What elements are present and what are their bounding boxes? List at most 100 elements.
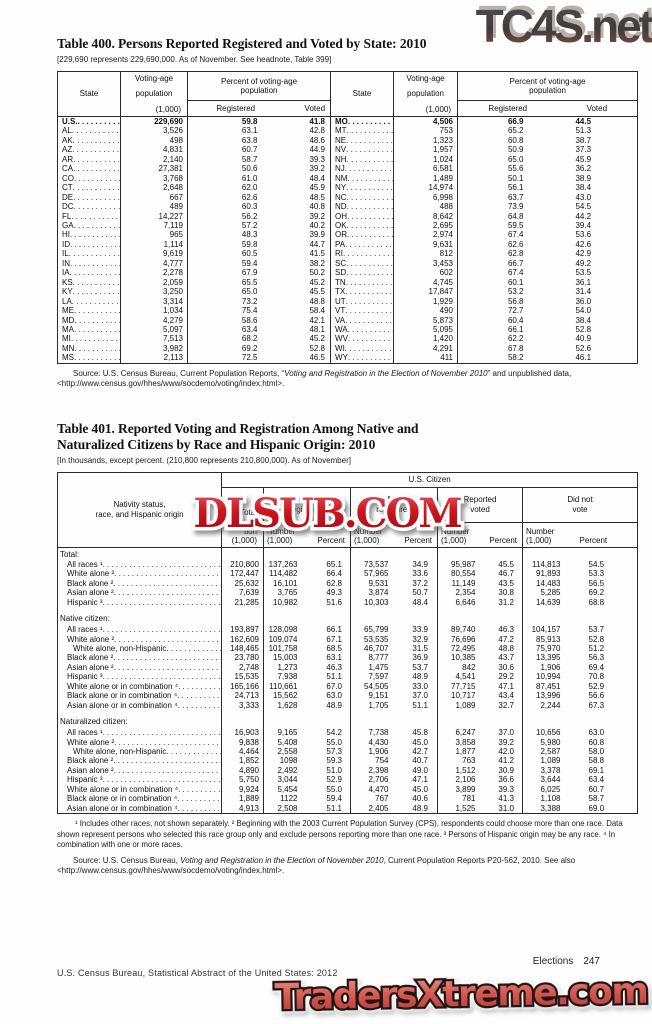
value-cell: 54.5 <box>575 202 592 212</box>
value-cell: 48.1 <box>309 324 326 334</box>
value-cell: 5,097 <box>120 324 188 335</box>
row-label: Hispanic ³ <box>58 598 222 607</box>
section-label: Native citizen: <box>60 613 110 623</box>
value-cell: 62.8 <box>457 249 558 259</box>
value-cell: 65.1 <box>326 559 342 569</box>
group-header-line: Reported <box>463 495 497 505</box>
col-header-percent: Percent <box>305 522 351 548</box>
leader-dots <box>345 164 393 173</box>
value-cell: 1,420 <box>393 334 458 344</box>
value-cell: 47.1 <box>498 681 514 691</box>
value-cell: 38.2 <box>309 258 326 268</box>
pct-header-line: population <box>240 86 278 95</box>
value-cell: 2,278 <box>120 268 188 278</box>
row-label-text: Asian alone ² <box>67 765 114 775</box>
value-cell: 39.4 <box>575 220 592 230</box>
value-cell: 4,831 <box>120 145 188 155</box>
value-cell: 32.7 <box>498 700 514 710</box>
group-header-line: registered <box>376 504 412 514</box>
value-cell: 9,151 <box>350 691 397 701</box>
value-cell: 48.4 <box>309 173 326 183</box>
value-cell: 58.0 <box>588 747 605 757</box>
row-label-text: AR <box>62 154 74 164</box>
leader-dots <box>72 297 120 306</box>
value-cell: 89,740 <box>437 625 484 635</box>
pct-header-line: Percent of voting-age <box>509 76 586 86</box>
value-cell: 5,285 <box>522 588 569 598</box>
state-cell: GA <box>58 221 121 230</box>
value-cell: 1098 <box>263 756 306 766</box>
state-cell: NJ <box>330 164 394 174</box>
value-cell: 15,535 <box>221 672 264 682</box>
table401-footnotes: ¹ Includes other races, not shown separa… <box>57 819 623 850</box>
value-cell: 55.0 <box>326 784 342 794</box>
value-cell: 1,323 <box>393 135 458 146</box>
total-header-line: Total <box>240 507 257 517</box>
row-label: Black alone ² <box>58 756 222 765</box>
state-cell: CA <box>58 164 121 173</box>
value-cell: 4,291 <box>393 343 458 354</box>
state-cell: KY <box>58 287 121 296</box>
value-cell: 46.3 <box>326 662 342 672</box>
state-cell: MA <box>58 325 121 334</box>
table401-body: Total:All races ¹210,800137,26365.173,53… <box>58 547 638 814</box>
value-cell: 46.5 <box>309 353 326 363</box>
value-cell: 9,165 <box>263 728 306 738</box>
value-cell: 34.9 <box>412 559 428 569</box>
value-cell: 65.2 <box>457 126 558 136</box>
leader-dots <box>74 174 120 183</box>
row-label-text: White alone ² <box>67 634 115 644</box>
row-label-text: CA <box>62 164 74 174</box>
value-cell: 33.0 <box>412 681 428 691</box>
value-cell: 11,149 <box>437 578 484 589</box>
value-cell: 162,609 <box>221 634 264 644</box>
number-header-line: (1,000) <box>267 536 293 546</box>
value-cell: 31.5 <box>412 643 428 653</box>
table-row: Asian alone or in combination ⁴ 3,3331,62… <box>58 700 638 711</box>
value-cell: 49.2 <box>575 258 592 268</box>
row-label: White alone ² <box>58 738 222 747</box>
pop-header-line: Voting-age <box>406 74 445 83</box>
leader-dots <box>114 635 221 644</box>
source-text: Source: U.S. Census Bureau, Current Popu… <box>73 368 285 378</box>
col-header-registered: Registered <box>457 100 558 117</box>
state-cell: NE <box>330 135 394 146</box>
leader-dots <box>347 174 393 183</box>
value-cell: 52.8 <box>588 634 605 644</box>
col-header-percent: Percent <box>396 522 438 548</box>
leader-dots <box>347 212 393 221</box>
row-label-text: IA <box>62 268 70 278</box>
value-cell: 36.2 <box>575 164 592 174</box>
value-cell: 42.9 <box>575 249 592 259</box>
row-label-text: NV <box>335 145 347 155</box>
row-label-text: HI <box>62 230 70 240</box>
col-header-nativity: Nativity status, race, and Hispanic orig… <box>57 472 222 548</box>
value-cell: 68.8 <box>588 597 605 607</box>
state-cell: AL <box>58 126 121 135</box>
value-cell: 63.1 <box>187 126 284 136</box>
value-cell: 38.4 <box>575 183 592 193</box>
row-label: Asian alone or in combination ⁴ <box>58 701 222 710</box>
value-cell: 49.0 <box>412 765 428 775</box>
row-label-text: ID <box>62 239 70 249</box>
value-cell: 91,893 <box>522 569 569 579</box>
table-row: Black alone or in combination ⁴ 1,8891122… <box>58 794 638 804</box>
row-label-text: TX <box>335 287 346 297</box>
value-cell: 763 <box>437 756 484 766</box>
value-cell: 6,998 <box>393 192 458 203</box>
value-cell: 52.9 <box>326 775 342 785</box>
row-label-text: Asian alone or in combination ⁴ <box>67 700 178 710</box>
value-cell: 1,906 <box>350 747 397 757</box>
value-cell: 54.2 <box>326 728 342 738</box>
value-cell: 4,464 <box>221 747 264 757</box>
leader-dots <box>72 126 120 135</box>
leader-dots <box>70 240 120 249</box>
value-cell: 62.6 <box>457 239 558 250</box>
